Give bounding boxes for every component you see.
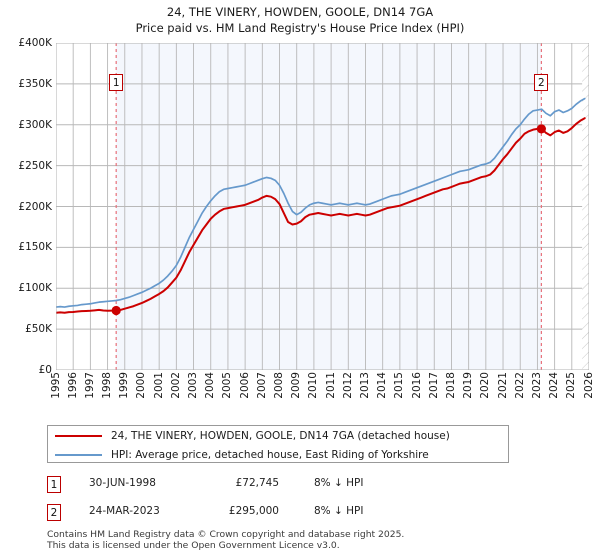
x-tick-label: 2013: [358, 372, 371, 399]
transaction-price-2: £295,000: [228, 505, 279, 517]
y-tick-label: £400K: [18, 37, 52, 49]
legend-item-price-paid: 24, THE VINERY, HOWDEN, GOOLE, DN14 7GA …: [48, 427, 508, 445]
x-axis-labels: 1995 1996 1997 1998 1999 2000 2001 2002 2003 2004…: [50, 372, 595, 416]
footer-attribution: Contains HM Land Registry data © Crown c…: [47, 529, 567, 551]
chart-marker-badge-1[interactable]: 1: [109, 74, 124, 91]
x-tick-label: 2007: [255, 372, 268, 399]
chart-marker-badge-2[interactable]: 2: [534, 74, 549, 91]
x-tick-label: 2006: [238, 372, 251, 399]
footer-line-2: This data is licensed under the Open Gov…: [47, 540, 340, 551]
x-tick-label: 2001: [152, 372, 165, 399]
legend-label-hpi: HPI: Average price, detached house, East…: [111, 449, 429, 461]
x-tick-label: 2011: [324, 372, 337, 399]
y-tick-label: £150K: [18, 241, 52, 254]
transaction-date-2: 24-MAR-2023: [89, 505, 160, 517]
y-tick-label: £250K: [18, 159, 52, 172]
x-tick-label: 2022: [513, 372, 526, 399]
x-tick-label: 2004: [204, 372, 217, 399]
transaction-date-1: 30-JUN-1998: [89, 477, 156, 489]
x-tick-label: 1995: [49, 372, 62, 399]
transaction-hpi-delta-1: 8% ↓ HPI: [314, 477, 364, 489]
y-axis-labels: £0 £50K £100K £150K £200K £250K £300K £350K £400…: [0, 37, 56, 376]
price-history-chart: [56, 43, 589, 370]
x-tick-label: 2017: [427, 372, 440, 399]
x-tick-label: 2026: [582, 372, 595, 399]
x-tick-label: 2014: [376, 372, 389, 399]
x-tick-label: 2008: [273, 372, 286, 399]
transaction-index-1: 1: [47, 476, 61, 493]
y-tick-label: £200K: [18, 200, 52, 213]
transaction-index-2: 2: [47, 504, 61, 521]
x-tick-label: 2010: [307, 372, 320, 399]
legend-item-hpi: HPI: Average price, detached house, East…: [48, 446, 508, 464]
x-tick-label: 2002: [169, 372, 182, 399]
chart-legend: 24, THE VINERY, HOWDEN, GOOLE, DN14 7GA …: [47, 425, 509, 463]
y-tick-label: £300K: [18, 118, 52, 131]
x-tick-label: 1999: [118, 372, 131, 399]
transaction-points: [111, 124, 546, 316]
legend-label-price-paid: 24, THE VINERY, HOWDEN, GOOLE, DN14 7GA …: [111, 430, 450, 442]
x-tick-label: 2003: [187, 372, 200, 399]
grid-lines: [56, 43, 589, 370]
y-tick-label: £100K: [18, 282, 52, 295]
x-tick-label: 2024: [548, 372, 561, 399]
legend-swatch-hpi: [55, 454, 102, 457]
footer-line-1: Contains HM Land Registry data © Crown c…: [47, 529, 405, 540]
page-subtitle: Price paid vs. HM Land Registry's House …: [135, 21, 465, 35]
y-tick-label: £350K: [18, 77, 52, 90]
x-tick-label: 2005: [221, 372, 234, 399]
x-tick-label: 1997: [83, 372, 96, 399]
legend-swatch-price-paid: [55, 435, 102, 438]
x-tick-label: 2009: [290, 372, 303, 399]
x-tick-label: 2021: [496, 372, 509, 399]
page-title: 24, THE VINERY, HOWDEN, GOOLE, DN14 7GA: [166, 5, 434, 19]
transaction-marker-lines: [115, 43, 542, 370]
forecast-hatch-region: [582, 43, 589, 370]
x-tick-label: 2000: [135, 372, 148, 399]
y-tick-label: £50K: [25, 323, 52, 336]
x-tick-label: 2012: [341, 372, 354, 399]
x-tick-label: 2025: [565, 372, 578, 399]
x-tick-label: 2019: [462, 372, 475, 399]
x-tick-label: 1996: [66, 372, 79, 399]
x-tick-label: 1998: [101, 372, 114, 399]
x-tick-label: 2018: [444, 372, 457, 399]
x-tick-label: 2015: [393, 372, 406, 399]
transaction-hpi-delta-2: 8% ↓ HPI: [314, 505, 364, 517]
transaction-price-1: £72,745: [235, 477, 279, 489]
y-tick-label: £0: [38, 364, 52, 376]
x-tick-label: 2020: [479, 372, 492, 399]
series-lines: [56, 97, 586, 314]
chart-title-block: 24, THE VINERY, HOWDEN, GOOLE, DN14 7GA …: [0, 4, 600, 36]
x-tick-label: 2016: [410, 372, 423, 399]
x-tick-label: 2023: [530, 372, 543, 399]
